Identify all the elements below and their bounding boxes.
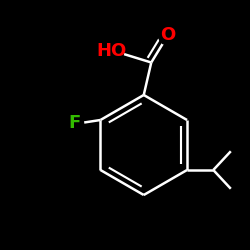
Text: F: F <box>68 114 81 132</box>
Circle shape <box>158 26 178 45</box>
Text: O: O <box>160 26 176 44</box>
Circle shape <box>67 114 83 130</box>
Text: HO: HO <box>96 42 126 60</box>
Circle shape <box>99 39 124 64</box>
